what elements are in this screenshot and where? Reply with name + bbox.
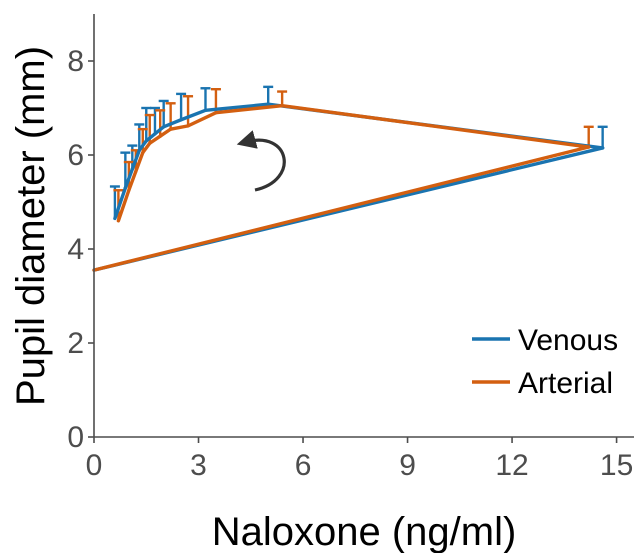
series-arterial: [113, 87, 594, 221]
series-segment: [123, 167, 135, 190]
series-venous: [109, 85, 608, 219]
x-tick-label: 9: [399, 449, 416, 482]
y-tick-label: 6: [67, 139, 84, 172]
x-tick-label: 0: [86, 449, 103, 482]
hysteresis-arrow-icon: [236, 130, 286, 192]
legend-label-venous: Venous: [518, 324, 618, 357]
series-line-arterial: [92, 103, 591, 272]
series-segment: [127, 169, 138, 192]
x-tick-label: 6: [295, 449, 312, 482]
y-tick-label: 2: [67, 327, 84, 360]
plot-area: [92, 85, 608, 272]
series-segment: [186, 110, 218, 128]
x-tick-label: 12: [495, 449, 528, 482]
series-segment: [179, 108, 208, 122]
series-segment: [113, 186, 128, 221]
legend-label-arterial: Arterial: [518, 367, 613, 400]
axes: 0 3 6 9 12 15 0 2 4 6 8: [67, 14, 634, 482]
series-segment: [141, 141, 152, 155]
series-segment: [158, 127, 173, 138]
series-segment: [137, 139, 148, 153]
series-segment: [214, 103, 284, 115]
series-segment: [148, 134, 162, 145]
y-axis-title: Pupil diameter (mm): [9, 46, 53, 406]
series-segment: [203, 102, 270, 113]
series-segment: [144, 132, 157, 143]
series-segment: [153, 125, 166, 136]
y-tick-label: 4: [67, 233, 84, 266]
y-tick-label: 8: [67, 45, 84, 78]
series-segment: [130, 148, 141, 171]
y-tick-label: 0: [67, 421, 84, 454]
series-segment: [280, 103, 591, 149]
series-segment: [92, 145, 591, 272]
x-tick-label: 15: [600, 449, 633, 482]
series-segment: [134, 150, 145, 174]
series-segment: [161, 118, 183, 129]
series-segment: [168, 124, 190, 131]
legend: Venous Arterial: [472, 324, 618, 400]
x-tick-label: 3: [190, 449, 207, 482]
x-axis-title: Naloxone (ng/ml): [212, 510, 517, 553]
series-segment: [116, 188, 131, 223]
